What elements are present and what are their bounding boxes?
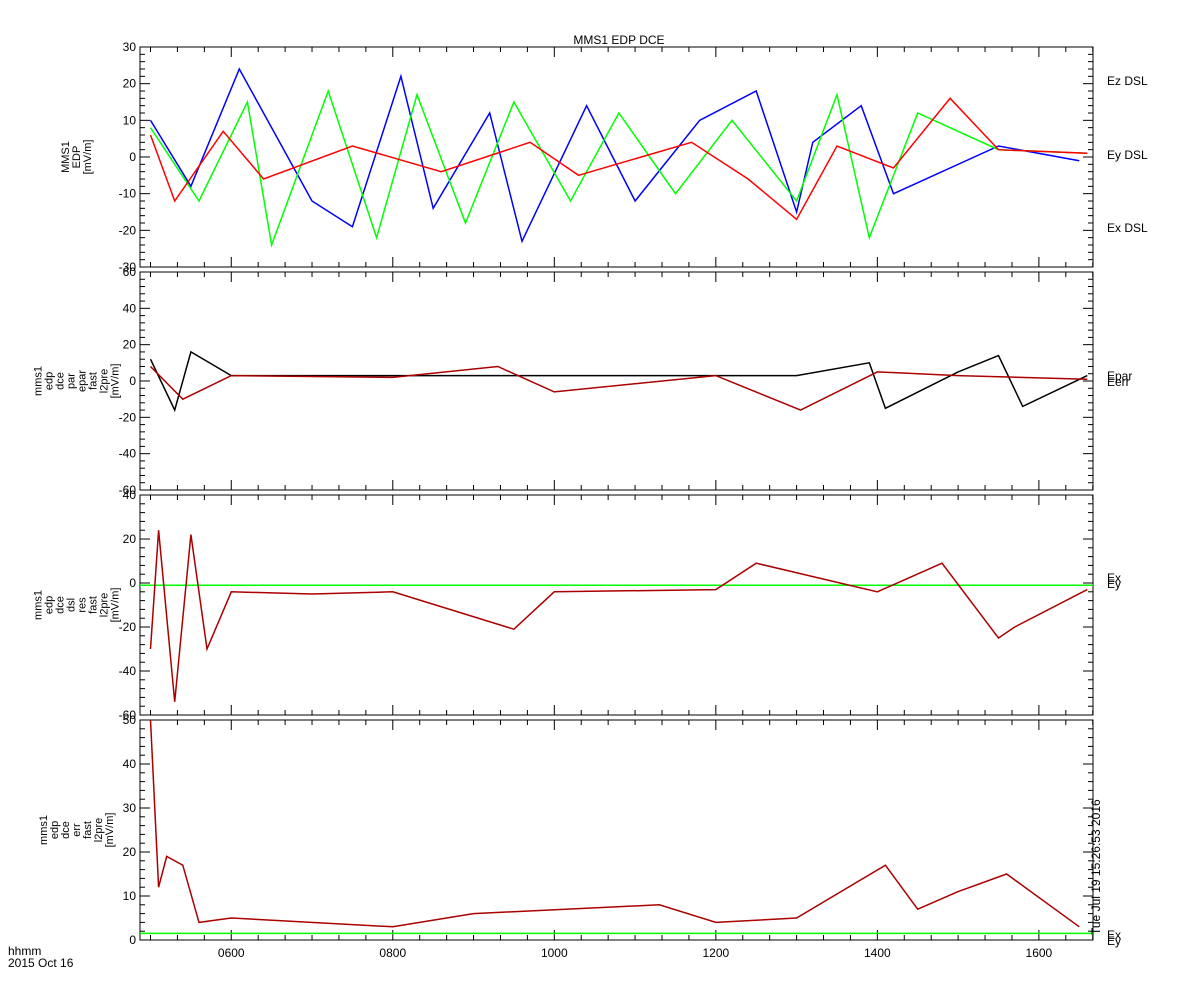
- panel-frame: [139, 494, 1094, 716]
- series-ex-dsl: [149, 67, 1080, 244]
- y-axis-label: epar: [77, 370, 89, 392]
- series-ex: [149, 530, 1088, 702]
- date-label: 2015 Oct 16: [8, 956, 74, 970]
- y-axis-label: [mV/m]: [104, 813, 116, 848]
- panel-dce_dsl: -30 -20 -10 0 10 20 30 MMS1 EDP [mV/m] Ez DSL Ey DS…: [60, 40, 1148, 274]
- y-axis-label: res: [77, 597, 89, 613]
- panel-dce_err: 0 10 20 30 40 50 mms1 edp dce err fast l2pre [mV/m] E…: [38, 713, 1121, 948]
- y-axis-label: EDP: [71, 146, 83, 169]
- legend-item: Ez DSL: [1107, 74, 1148, 88]
- series-ex: [149, 719, 1080, 928]
- series-ey-dsl: [149, 88, 1088, 248]
- y-tick-label: -60: [119, 708, 137, 722]
- panel-frame: [139, 719, 1094, 941]
- y-tick-label: 0: [129, 150, 136, 164]
- y-tick-label: 0: [129, 933, 136, 947]
- y-axis-label: l2pre: [93, 818, 105, 842]
- y-axis-label: edp: [49, 821, 61, 839]
- panel-dce_par_epar: -60 -40 -20 0 20 40 60 mms1 edp dce par epar fast l2p…: [33, 265, 1133, 497]
- y-axis-label: [mV/m]: [110, 364, 122, 399]
- y-axis-label: MMS1: [60, 141, 72, 173]
- y-tick-label: 30: [123, 40, 137, 54]
- y-tick-label: -20: [119, 223, 137, 237]
- y-tick-label: -40: [119, 664, 137, 678]
- y-axis-label: [mV/m]: [82, 140, 94, 175]
- panel-frame: [139, 271, 1094, 491]
- timestamp-stamp: Tue Jul 19 15:26:53 2016: [1089, 799, 1103, 935]
- y-tick-label: 40: [123, 301, 137, 315]
- y-axis-label: mms1: [33, 590, 45, 620]
- series-eerr: [149, 350, 1088, 413]
- legend-item: Ex: [1107, 571, 1121, 585]
- y-tick-label: 60: [123, 265, 137, 279]
- y-tick-label: -20: [119, 620, 137, 634]
- y-tick-label: 40: [123, 757, 137, 771]
- y-axis-label: l2pre: [99, 369, 111, 393]
- y-tick-label: -20: [119, 410, 137, 424]
- x-tick-label: 1600: [1026, 946, 1053, 960]
- y-tick-label: 20: [123, 77, 137, 91]
- x-tick-label: 1400: [864, 946, 891, 960]
- chart-title: MMS1 EDP DCE: [573, 33, 664, 47]
- y-tick-label: -30: [119, 260, 137, 274]
- legend-item: Ey: [1107, 577, 1121, 591]
- y-axis-label: dce: [60, 821, 72, 839]
- legend-item: Epar: [1107, 369, 1132, 383]
- y-tick-label: 40: [123, 488, 137, 502]
- legend-item: Ey: [1107, 934, 1121, 948]
- y-axis-label: l2pre: [99, 593, 111, 617]
- y-axis-label: dce: [55, 372, 67, 390]
- y-axis-label: mms1: [33, 366, 45, 396]
- y-tick-label: 20: [123, 338, 137, 352]
- y-axis-label: edp: [44, 596, 56, 614]
- y-axis-label: mms1: [38, 815, 50, 845]
- y-axis-label: edp: [44, 372, 56, 390]
- y-tick-label: 20: [123, 532, 137, 546]
- y-tick-label: -40: [119, 447, 137, 461]
- y-axis-label: dce: [55, 596, 67, 614]
- y-tick-label: 10: [123, 113, 137, 127]
- panel-dce_dsl_res: -60 -40 -20 0 20 40 mms1 edp dce dsl res fast l2pre[…: [33, 488, 1122, 722]
- series-ez-dsl: [149, 97, 1088, 221]
- x-tick-label: 0600: [218, 946, 245, 960]
- y-tick-label: -60: [119, 483, 137, 497]
- y-tick-label: 30: [123, 801, 137, 815]
- y-axis-label: err: [71, 823, 83, 837]
- y-tick-label: 10: [123, 889, 137, 903]
- y-tick-label: 0: [129, 576, 136, 590]
- y-tick-label: 50: [123, 713, 137, 727]
- series-epar: [149, 365, 1088, 411]
- y-axis-label: fast: [82, 821, 94, 839]
- x-tick-label: 0800: [379, 946, 406, 960]
- y-axis-label: fast: [88, 596, 100, 614]
- y-tick-label: 20: [123, 845, 137, 859]
- y-axis-label: dsl: [66, 598, 78, 612]
- y-axis-label: par: [66, 373, 78, 389]
- y-axis-label: fast: [88, 372, 100, 390]
- x-tick-label: 1000: [541, 946, 568, 960]
- time-format-label: hhmm: [8, 944, 41, 958]
- legend-item: Eerr: [1107, 375, 1130, 389]
- panel-frame: [139, 46, 1094, 268]
- legend-item: Ex DSL: [1107, 221, 1148, 235]
- legend-item: Ex: [1107, 928, 1121, 942]
- x-tick-label: 1200: [702, 946, 729, 960]
- y-tick-label: -10: [119, 187, 137, 201]
- y-tick-label: 0: [129, 374, 136, 388]
- y-axis-label: [mV/m]: [110, 588, 122, 623]
- legend-item: Ey DSL: [1107, 148, 1148, 162]
